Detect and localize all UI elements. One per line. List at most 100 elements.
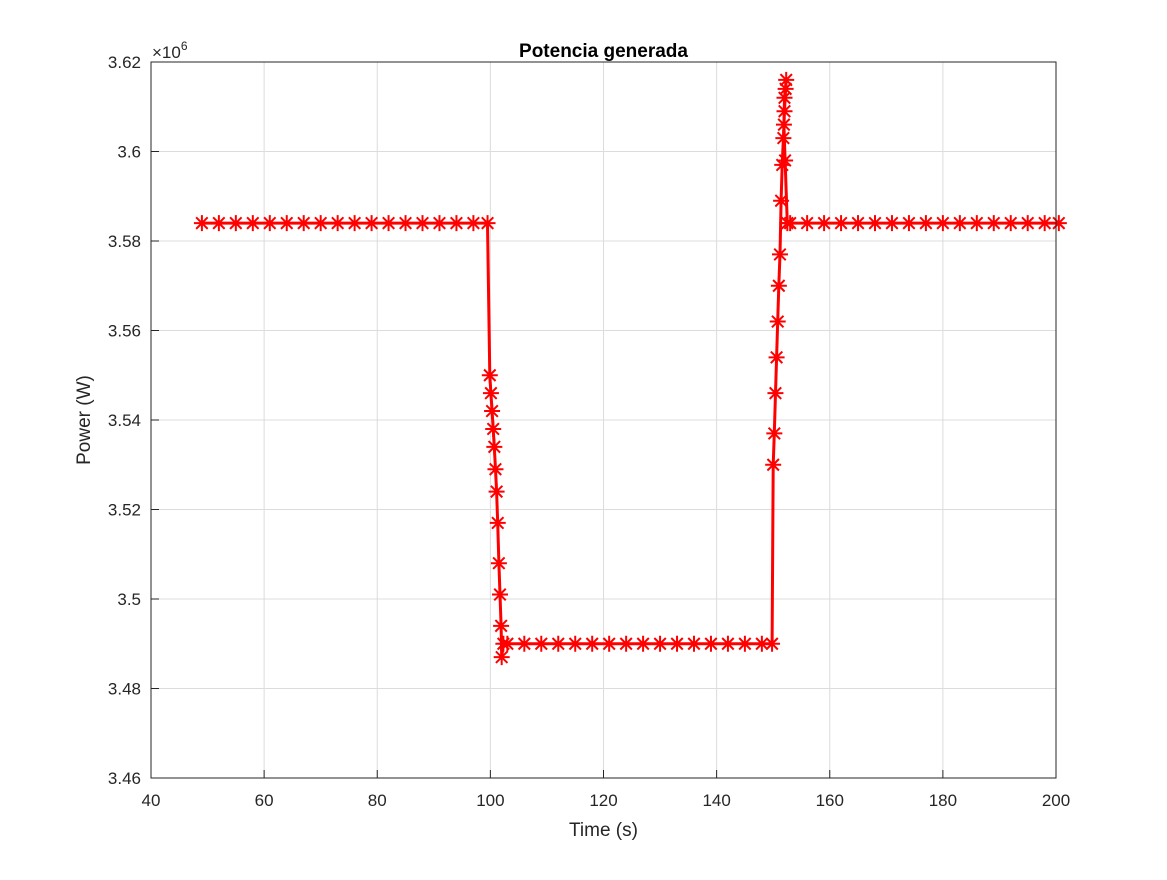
chart-title: Potencia generada <box>519 41 688 62</box>
data-point-marker <box>210 215 227 232</box>
data-point-marker <box>499 635 516 652</box>
data-point-marker <box>601 635 618 652</box>
data-point-marker <box>1002 215 1019 232</box>
data-point-marker <box>516 635 533 652</box>
data-point-marker <box>312 215 329 232</box>
data-point-marker <box>584 635 601 652</box>
data-point-marker <box>765 456 782 473</box>
data-point-marker <box>764 635 781 652</box>
data-point-marker <box>493 649 510 666</box>
data-point-marker <box>867 215 883 232</box>
data-point-marker <box>227 215 244 232</box>
x-tick-label: 60 <box>255 791 274 810</box>
data-point-marker <box>833 215 850 232</box>
data-point-marker <box>934 215 951 232</box>
data-point-marker <box>567 635 584 652</box>
data-point-marker <box>431 215 448 232</box>
data-point-marker <box>816 215 833 232</box>
data-point-marker <box>951 215 968 232</box>
data-point-marker <box>414 215 431 232</box>
data-point-marker <box>1036 215 1053 232</box>
data-point-marker <box>491 586 508 603</box>
data-point-marker <box>777 152 794 169</box>
data-point-marker <box>550 635 567 652</box>
data-point-marker <box>346 215 363 232</box>
grid-lines <box>151 62 1056 778</box>
data-point-marker <box>776 89 793 106</box>
data-series <box>193 71 1067 666</box>
x-axis-label: Time (s) <box>569 820 638 841</box>
x-tick-label: 140 <box>702 791 730 810</box>
data-point-marker <box>329 215 346 232</box>
axis-ticks: 40 60 80 100 120 140 160 180 200 3.46 3.48 3.5 3.52 3… <box>108 53 1070 810</box>
x-tick-label: 200 <box>1042 791 1070 810</box>
data-point-marker <box>652 635 669 652</box>
data-point-marker <box>774 156 791 173</box>
data-point-marker <box>768 349 785 366</box>
x-tick-label: 160 <box>816 791 844 810</box>
data-point-marker <box>244 215 261 232</box>
data-point-marker <box>465 215 482 232</box>
data-point-marker <box>481 367 498 384</box>
data-point-marker <box>968 215 985 232</box>
data-point-marker <box>775 116 792 133</box>
data-point-marker <box>1019 215 1036 232</box>
y-tick-label: 3.54 <box>108 411 141 430</box>
x-tick-label: 120 <box>589 791 617 810</box>
data-point-marker <box>482 385 499 402</box>
data-point-marker <box>775 130 792 147</box>
data-point-marker <box>485 420 502 437</box>
data-point-marker <box>799 215 816 232</box>
data-point-marker <box>769 313 786 330</box>
data-point-marker <box>719 635 736 652</box>
x-tick-label: 100 <box>476 791 504 810</box>
data-point-marker <box>397 215 414 232</box>
y-tick-label: 3.46 <box>108 769 141 788</box>
data-point-marker <box>776 103 793 120</box>
y-tick-label: 3.58 <box>108 232 141 251</box>
data-point-marker <box>669 635 686 652</box>
data-point-marker <box>770 277 787 294</box>
data-point-marker <box>767 385 784 402</box>
data-point-marker <box>900 215 917 232</box>
data-point-marker <box>486 438 503 455</box>
y-tick-label: 3.5 <box>117 590 141 609</box>
data-point-marker <box>1050 215 1067 232</box>
data-point-marker <box>917 215 934 232</box>
data-point-marker <box>484 403 501 420</box>
data-point-marker <box>363 215 380 232</box>
data-point-marker <box>489 514 506 531</box>
data-point-marker <box>702 635 719 652</box>
data-point-marker <box>479 215 496 232</box>
y-tick-label: 3.52 <box>108 501 141 520</box>
data-point-marker <box>686 635 702 652</box>
x-tick-label: 40 <box>142 791 161 810</box>
y-tick-label: 3.48 <box>108 680 141 699</box>
y-tick-label: 3.62 <box>108 53 141 72</box>
data-point-marker <box>777 80 794 97</box>
data-point-marker <box>753 635 770 652</box>
data-point-marker <box>771 246 788 263</box>
data-point-marker <box>766 425 783 442</box>
y-axis-label: Power (W) <box>74 375 95 465</box>
series-line <box>201 78 1059 659</box>
data-point-marker <box>487 461 504 478</box>
x-tick-label: 80 <box>368 791 387 810</box>
data-point-marker <box>773 192 790 209</box>
data-point-marker <box>635 635 652 652</box>
data-point-marker <box>380 215 397 232</box>
data-point-marker <box>985 215 1002 232</box>
data-point-marker <box>618 635 635 652</box>
data-point-marker <box>533 635 550 652</box>
data-point-marker <box>736 635 753 652</box>
data-point-marker <box>193 215 210 232</box>
data-point-marker <box>883 215 900 232</box>
data-point-marker <box>778 71 795 88</box>
data-point-marker <box>782 215 799 232</box>
data-point-marker <box>295 215 312 232</box>
y-tick-label: 3.6 <box>117 143 141 162</box>
data-point-marker <box>448 215 465 232</box>
data-point-marker <box>488 483 505 500</box>
data-point-marker <box>278 215 295 232</box>
